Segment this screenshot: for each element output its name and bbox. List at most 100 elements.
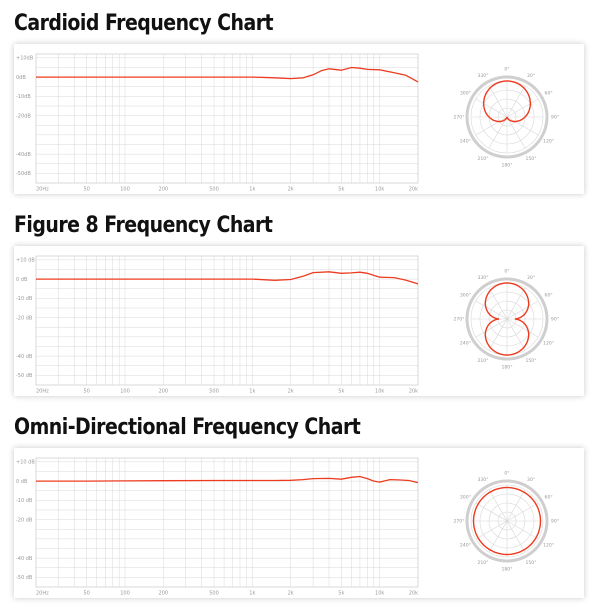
polar-angle-label: 120° <box>543 139 554 145</box>
polar-angle-label: 270° <box>453 115 464 121</box>
db-tick-label: -20 dB <box>16 315 33 321</box>
db-tick-label: -20 dB <box>16 517 33 523</box>
polar-angle-label: 150° <box>525 156 536 162</box>
figure8-chart-svg: +10 dB 0 dB -10 dB -20 dB -40 dB -50 dB 20Hz 5… <box>16 255 559 395</box>
polar-angle-label: 210° <box>477 156 488 162</box>
polar-outer-ring <box>465 75 549 159</box>
frequency-tick-label: 200 <box>159 389 169 395</box>
frequency-tick-label: 20Hz <box>36 591 49 597</box>
cardioid-chart-svg: +10dB 0dB -10dB -20dB -40dB -50dB 20Hz 50 100 20… <box>16 53 559 193</box>
db-tick-label: -50dB <box>16 171 31 177</box>
omni-chart-svg: +10 dB 0 dB -10 dB -20 dB -40 dB -50 dB 20Hz 5… <box>16 457 559 597</box>
frequency-tick-label: 100 <box>120 187 130 193</box>
polar-angle-label: 300° <box>460 91 471 97</box>
polar-angle-label: 60° <box>545 495 553 501</box>
polar-angle-label: 180° <box>501 365 512 371</box>
omni-response-line <box>36 475 419 484</box>
polar-pattern <box>482 80 532 123</box>
polar-angle-label: 90° <box>551 317 559 323</box>
polar-angle-label: 0° <box>504 269 509 275</box>
db-tick-label: 0dB <box>16 75 26 81</box>
db-tick-label: -10 dB <box>16 296 33 302</box>
db-tick-label: 0 dB <box>16 277 28 283</box>
polar-angle-label: 210° <box>477 560 488 566</box>
frequency-tick-label: 10k <box>375 389 384 395</box>
frequency-tick-label: 500 <box>209 187 219 193</box>
db-tick-label: +10 dB <box>16 258 35 264</box>
frequency-tick-label: 50 <box>83 389 89 395</box>
db-tick-label: -10dB <box>16 94 31 100</box>
polar-angle-label: 300° <box>460 293 471 299</box>
omni-panel: +10 dB 0 dB -10 dB -20 dB -40 dB -50 dB 20Hz 5… <box>14 448 584 598</box>
db-tick-label: -40dB <box>16 152 31 158</box>
polar-angle-label: 240° <box>460 543 471 549</box>
polar-angle-label: 330° <box>477 275 488 281</box>
frequency-tick-label: 200 <box>159 591 169 597</box>
frequency-tick-label: 200 <box>159 187 169 193</box>
plot-frame <box>35 255 419 386</box>
frequency-tick-label: 50 <box>83 187 89 193</box>
chart-title-omni: Omni-Directional Frequency Chart <box>14 415 361 440</box>
db-tick-label: -40 dB <box>16 556 33 562</box>
polar-angle-label: 90° <box>551 519 559 525</box>
frequency-tick-label: 1k <box>249 389 255 395</box>
frequency-tick-label: 20k <box>409 389 418 395</box>
polar-outer-ring <box>465 277 549 361</box>
polar-angle-label: 90° <box>551 115 559 121</box>
plot-frame <box>35 457 419 588</box>
db-tick-label: -50 dB <box>16 575 33 581</box>
polar-angle-label: 240° <box>460 341 471 347</box>
frequency-tick-label: 5k <box>338 187 344 193</box>
polar-angle-label: 240° <box>460 139 471 145</box>
polar-spoke <box>488 287 526 351</box>
polar-angle-label: 150° <box>525 358 536 364</box>
polar-angle-label: 0° <box>504 67 509 73</box>
db-tick-label: -40 dB <box>16 354 33 360</box>
frequency-tick-label: 20k <box>409 187 418 193</box>
cardioid-response-line <box>36 66 419 83</box>
cardioid-panel: +10dB 0dB -10dB -20dB -40dB -50dB 20Hz 50 100 20… <box>14 44 584 194</box>
polar-angle-label: 60° <box>545 293 553 299</box>
db-tick-label: 0 dB <box>16 479 28 485</box>
frequency-tick-label: 500 <box>209 591 219 597</box>
polar-pattern <box>484 282 530 356</box>
polar-outer-ring <box>465 479 549 563</box>
chart-title-figure8: Figure 8 Frequency Chart <box>14 213 273 238</box>
frequency-tick-label: 20Hz <box>36 187 49 193</box>
plot-frame <box>35 53 419 184</box>
polar-angle-label: 270° <box>453 317 464 323</box>
polar-angle-label: 180° <box>501 163 512 169</box>
polar-angle-label: 330° <box>477 477 488 483</box>
polar-angle-label: 30° <box>527 73 535 79</box>
frequency-tick-label: 1k <box>249 187 255 193</box>
polar-angle-label: 60° <box>545 91 553 97</box>
polar-angle-label: 150° <box>525 560 536 566</box>
polar-angle-label: 210° <box>477 358 488 364</box>
frequency-tick-label: 2k <box>288 187 294 193</box>
frequency-tick-label: 500 <box>209 389 219 395</box>
polar-spoke <box>488 489 526 553</box>
polar-angle-label: 30° <box>527 275 535 281</box>
polar-angle-label: 0° <box>504 471 509 477</box>
db-tick-label: -20dB <box>16 113 31 119</box>
frequency-tick-label: 5k <box>338 591 344 597</box>
db-tick-label: -50 dB <box>16 373 33 379</box>
db-tick-label: +10dB <box>16 56 34 62</box>
db-tick-label: -10 dB <box>16 498 33 504</box>
frequency-tick-label: 2k <box>288 389 294 395</box>
frequency-tick-label: 50 <box>83 591 89 597</box>
frequency-tick-label: 100 <box>120 389 130 395</box>
frequency-tick-label: 10k <box>375 591 384 597</box>
frequency-tick-label: 2k <box>288 591 294 597</box>
frequency-tick-label: 1k <box>249 591 255 597</box>
polar-angle-label: 30° <box>527 477 535 483</box>
chart-title-cardioid: Cardioid Frequency Chart <box>14 11 274 36</box>
frequency-tick-label: 20k <box>409 591 418 597</box>
figure8-response-line <box>36 271 419 285</box>
polar-angle-label: 300° <box>460 495 471 501</box>
frequency-tick-label: 5k <box>338 389 344 395</box>
frequency-tick-label: 10k <box>375 187 384 193</box>
polar-angle-label: 180° <box>501 567 512 573</box>
db-tick-label: +10 dB <box>16 460 35 466</box>
polar-angle-label: 330° <box>477 73 488 79</box>
